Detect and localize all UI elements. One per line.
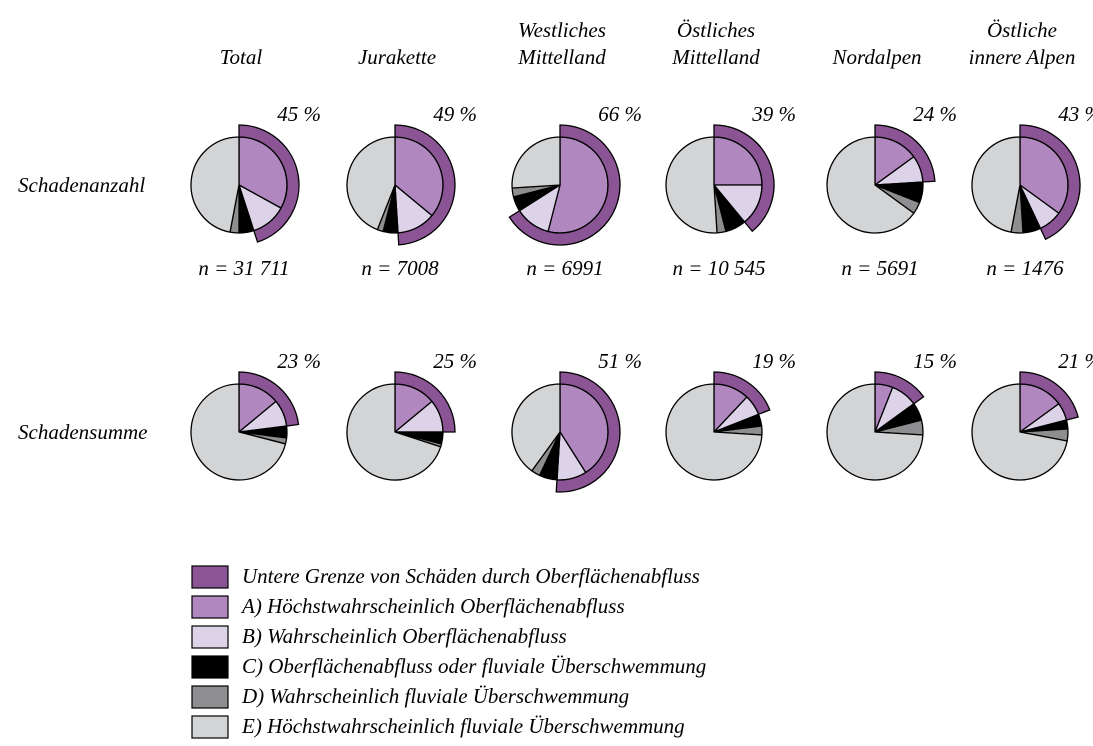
legend-swatch-ring: [191, 565, 229, 589]
percentage-label: 24 %: [913, 102, 957, 126]
pie-slice-E: [346, 383, 442, 481]
legend-swatch-D: [191, 685, 229, 709]
pie-slice-E: [665, 136, 718, 234]
column-title: Östliches: [677, 18, 755, 42]
legend-swatch-E: [191, 715, 229, 739]
sample-size-label: n = 10 545: [673, 256, 766, 280]
pie-slice-E: [190, 383, 287, 481]
legend-label: Untere Grenze von Schäden durch Oberfläc…: [242, 564, 700, 588]
percentage-label: 39 %: [751, 102, 796, 126]
percentage-label: 43 %: [1058, 102, 1093, 126]
sample-size-label: n = 1476: [986, 256, 1064, 280]
lower-bound-ring: [713, 124, 775, 233]
percentage-label: 45 %: [277, 102, 321, 126]
legend-label: B) Wahrscheinlich Oberflächenabfluss: [242, 624, 567, 648]
lower-bound-ring: [394, 124, 456, 246]
pie-slice-E: [346, 136, 396, 231]
sample-size-label: n = 7008: [361, 256, 439, 280]
pie-slice-E: [511, 136, 561, 189]
lower-bound-ring: [874, 124, 936, 183]
column-title: Nordalpen: [831, 45, 921, 69]
pie-slice-E: [826, 136, 915, 234]
legend-swatch-B: [191, 625, 229, 649]
lower-bound-ring: [1019, 371, 1079, 421]
percentage-label: 66 %: [598, 102, 642, 126]
row-label: Schadenanzahl: [18, 173, 145, 197]
row-label: Schadensumme: [18, 420, 147, 444]
column-title: Östliche: [987, 18, 1057, 42]
column-title: Mittelland: [517, 45, 606, 69]
sample-size-label: n = 31 711: [198, 256, 289, 280]
percentage-label: 15 %: [913, 349, 957, 373]
legend-swatch-A: [191, 595, 229, 619]
column-title: innere Alpen: [969, 45, 1076, 69]
lower-bound-ring: [394, 371, 456, 433]
percentage-label: 19 %: [752, 349, 796, 373]
percentage-label: 21 %: [1058, 349, 1093, 373]
lower-bound-ring: [508, 124, 621, 246]
lower-bound-ring: [555, 371, 621, 493]
legend-label: C) Oberflächenabfluss oder fluviale Über…: [242, 654, 706, 678]
pie-slice-E: [826, 383, 924, 481]
sample-size-label: n = 6991: [526, 256, 603, 280]
lower-bound-ring: [238, 124, 300, 243]
pie-slice-E: [190, 136, 240, 233]
percentage-label: 23 %: [277, 349, 321, 373]
lower-bound-ring: [238, 371, 300, 427]
legend-label: D) Wahrscheinlich fluviale Überschwemmun…: [241, 684, 629, 708]
column-title: Mittelland: [671, 45, 760, 69]
percentage-label: 49 %: [433, 102, 477, 126]
column-title: Westliches: [518, 18, 606, 42]
pie-slice-E: [971, 136, 1021, 233]
column-title: Total: [220, 45, 263, 69]
lower-bound-ring: [713, 371, 771, 416]
pie-slice-E: [971, 383, 1068, 481]
column-title: Jurakette: [358, 45, 436, 69]
legend-swatch-C: [191, 655, 229, 679]
lower-bound-ring: [1019, 124, 1081, 241]
legend-label: A) Höchstwahrscheinlich Oberflächenabflu…: [240, 594, 625, 618]
sample-size-label: n = 5691: [841, 256, 918, 280]
pie-slice-E: [511, 383, 561, 472]
pie-slice-E: [665, 383, 763, 481]
percentage-label: 51 %: [598, 349, 642, 373]
lower-bound-ring: [874, 371, 925, 405]
legend-label: E) Höchstwahrscheinlich fluviale Übersch…: [241, 714, 685, 738]
percentage-label: 25 %: [433, 349, 477, 373]
